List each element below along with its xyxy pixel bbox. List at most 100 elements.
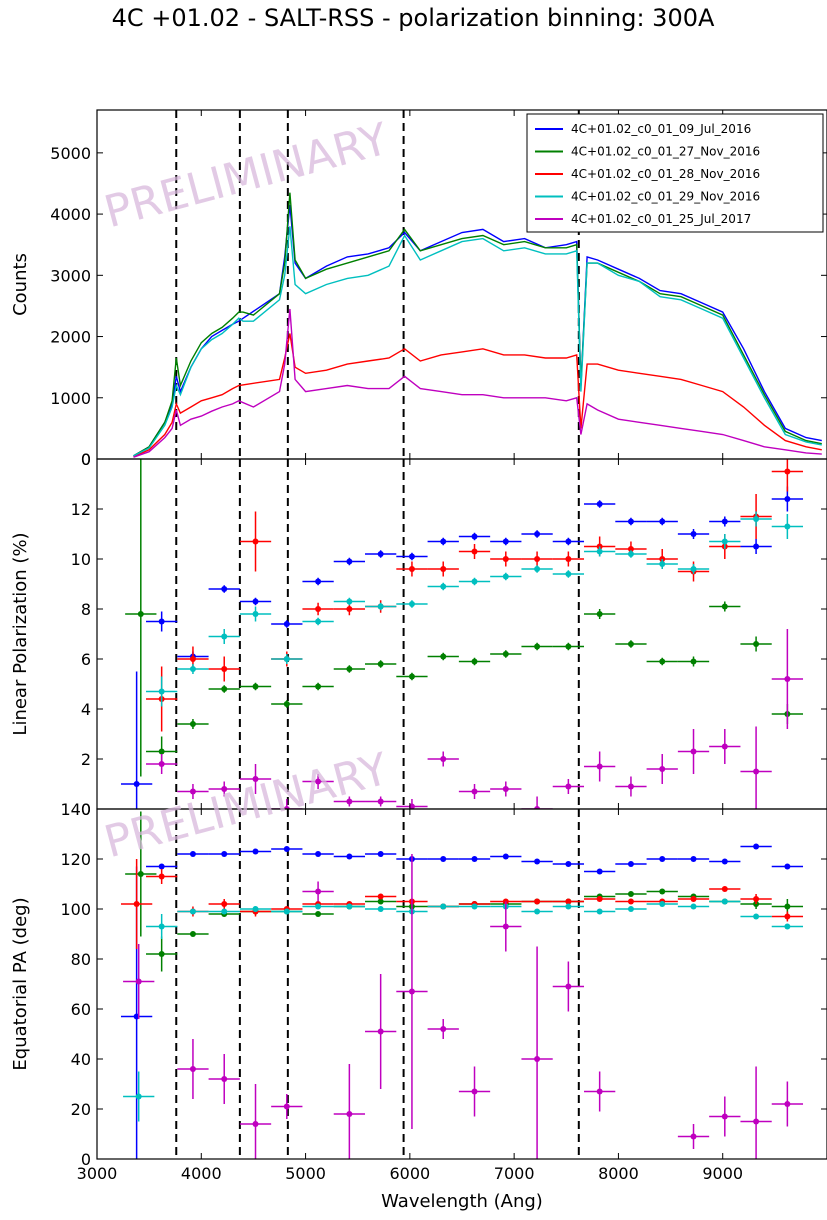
data-point <box>502 853 509 860</box>
data-point <box>440 583 447 590</box>
data-point <box>721 858 728 865</box>
data-point <box>753 543 760 550</box>
legend: 4C+01.02_c0_01_09_Jul_2016 4C+01.02_c0_01… <box>526 113 824 233</box>
data-point <box>534 806 541 809</box>
data-point <box>315 851 322 857</box>
data-point <box>221 851 228 857</box>
plot-area <box>133 110 822 459</box>
data-point <box>627 518 634 525</box>
data-point <box>158 618 165 625</box>
data-point <box>534 898 541 905</box>
data-point <box>627 783 634 790</box>
data-point <box>596 548 603 555</box>
data-point <box>690 896 697 902</box>
data-point <box>534 531 541 537</box>
data-point <box>252 611 259 617</box>
data-point <box>721 898 728 905</box>
data-point <box>627 891 634 897</box>
data-point <box>534 1056 541 1062</box>
data-point <box>221 686 228 692</box>
data-point <box>189 666 196 672</box>
data-point <box>377 661 384 667</box>
data-point <box>133 901 140 907</box>
data-point <box>440 756 447 762</box>
data-point <box>377 906 384 912</box>
panel-counts: 0 1000 2000 3000 4000 5000 Counts <box>10 109 827 469</box>
ytick-label: 4 <box>81 700 91 719</box>
data-point <box>784 496 791 502</box>
data-point <box>408 988 415 995</box>
legend-label: 4C+01.02_c0_01_09_Jul_2016 <box>571 122 751 136</box>
data-point <box>565 983 572 990</box>
data-point <box>440 903 447 910</box>
xtick-label: 6000 <box>389 1164 430 1183</box>
data-point <box>721 886 728 892</box>
data-point <box>471 578 478 585</box>
data-point <box>659 766 666 772</box>
data-point <box>502 556 509 562</box>
series-line <box>133 204 822 457</box>
ytick-label: 4000 <box>50 205 91 224</box>
legend-label: 4C+01.02_c0_01_27_Nov_2016 <box>571 145 760 159</box>
panel-equatorial-pa: 0 20 40 60 80 100 120 140 3000 4000 5000 6000 7000 80… <box>10 800 827 1212</box>
data-point <box>534 908 541 915</box>
legend-item: 4C+01.02_c0_01_28_Nov_2016 <box>535 167 760 181</box>
data-point <box>137 611 144 617</box>
data-point <box>565 643 572 650</box>
data-point <box>158 923 165 930</box>
data-point <box>440 538 447 545</box>
ytick-label: 40 <box>71 1050 91 1069</box>
legend-item: 4C+01.02_c0_01_09_Jul_2016 <box>535 122 751 136</box>
data-point <box>315 911 322 917</box>
panel-linear-polarization: 2 4 6 8 10 12 Linear Polarization (%) <box>10 458 827 810</box>
ytick-label: 6 <box>81 650 91 669</box>
data-point <box>252 848 259 855</box>
data-point <box>315 578 322 585</box>
legend-label: 4C+01.02_c0_01_29_Nov_2016 <box>571 190 760 204</box>
data-point <box>784 676 791 682</box>
data-point <box>189 788 196 795</box>
data-point <box>596 501 603 507</box>
data-point <box>627 906 634 912</box>
ytick-label: 60 <box>71 1000 91 1019</box>
data-point <box>596 611 603 617</box>
y-axis-label: Equatorial PA (deg) <box>10 897 31 1070</box>
legend-label: 4C+01.02_c0_01_28_Nov_2016 <box>571 167 760 181</box>
ytick-label: 3000 <box>50 266 91 285</box>
data-point <box>534 556 541 562</box>
data-point <box>377 551 384 557</box>
data-point <box>753 768 760 775</box>
data-point <box>627 861 634 867</box>
data-point <box>690 531 697 537</box>
data-point <box>784 468 791 475</box>
data-point <box>252 1121 259 1127</box>
data-point <box>784 1101 791 1107</box>
data-point <box>502 923 509 930</box>
series-line <box>133 192 822 457</box>
chart-title: 4C +01.02 - SALT-RSS - polarization binn… <box>112 4 715 32</box>
data-point <box>502 573 509 580</box>
data-point <box>377 1028 384 1035</box>
data-point <box>565 903 572 910</box>
ytick-label: 2000 <box>50 328 91 347</box>
data-point <box>627 551 634 557</box>
data-point <box>315 606 322 612</box>
data-point <box>158 748 165 755</box>
data-point <box>596 868 603 875</box>
data-point <box>659 518 666 525</box>
data-point <box>627 641 634 647</box>
data-point <box>690 856 697 862</box>
ytick-label: 0 <box>81 450 91 469</box>
data-point <box>721 603 728 610</box>
data-point <box>315 903 322 910</box>
plot-area <box>120 809 804 1159</box>
series-line <box>133 226 822 457</box>
data-point <box>133 781 140 787</box>
data-point <box>596 763 603 770</box>
ytick-label: 100 <box>60 900 91 919</box>
data-point <box>283 908 290 915</box>
data-point <box>784 523 791 530</box>
data-point <box>471 548 478 555</box>
data-point <box>283 806 290 809</box>
